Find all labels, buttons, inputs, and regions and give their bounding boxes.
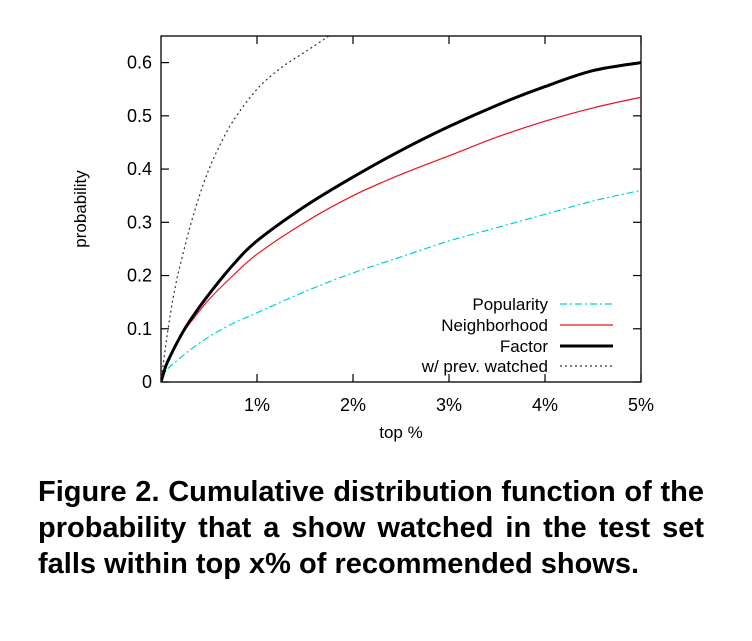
y-tick-label: 0.2 <box>127 266 152 286</box>
plot-frame <box>160 35 642 383</box>
legend-label: w/ prev. watched <box>421 357 548 376</box>
series-line <box>161 189 641 382</box>
figure-caption: Figure 2. Cumulative distribution functi… <box>38 476 704 580</box>
legend-label: Neighborhood <box>441 316 548 335</box>
x-axis-label: top % <box>379 423 422 442</box>
y-tick-label: 0.5 <box>127 106 152 126</box>
x-tick-label: 2% <box>340 395 366 415</box>
series-line <box>161 36 330 382</box>
x-tick-label: 4% <box>532 395 558 415</box>
y-tick-label: 0 <box>142 372 152 392</box>
x-tick-label: 5% <box>628 395 654 415</box>
x-tick-label: 3% <box>436 395 462 415</box>
y-tick-label: 0.4 <box>127 159 152 179</box>
x-tick-label: 1% <box>244 395 270 415</box>
series-line <box>161 61 641 382</box>
y-tick-label: 0.3 <box>127 212 152 232</box>
cdf-chart: 0 0.1 0.2 0.3 0.4 0.5 0.6 1% 2% 3% 4% 5% top % prob… <box>71 35 654 442</box>
y-axis-label: probability <box>71 170 90 248</box>
y-tick-label: 0.1 <box>127 319 152 339</box>
legend-label: Popularity <box>472 295 548 314</box>
series-line <box>161 96 641 382</box>
y-tick-label: 0.6 <box>127 53 152 73</box>
legend-label: Factor <box>500 337 549 356</box>
